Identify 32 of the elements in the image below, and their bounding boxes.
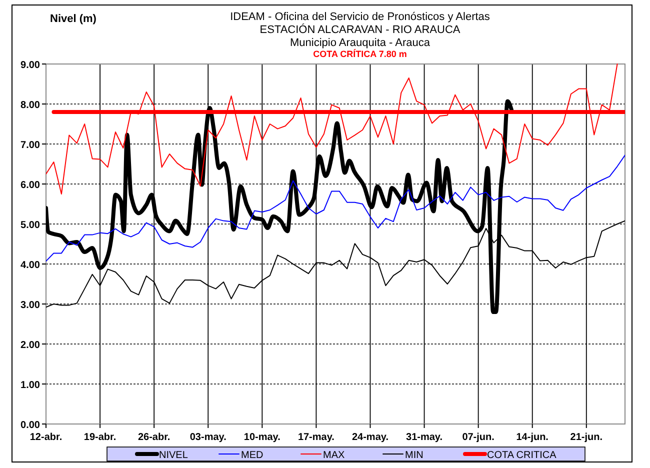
x-tick-label: 12-abr. <box>30 432 62 443</box>
x-tick-label: 17-may. <box>298 432 335 443</box>
chart-subtitle: ESTACIÓN ALCARAVAN - RIO ARAUCA <box>260 23 461 36</box>
legend-label: MAX <box>323 450 345 461</box>
legend-label: COTA CRITICA <box>487 450 557 461</box>
chart-title: IDEAM - Oficina del Servicio de Pronósticos y Alertas <box>230 11 490 23</box>
x-tick-label: 24-may. <box>352 432 389 443</box>
x-tick-label: 21-jun. <box>570 432 603 443</box>
x-tick-label: 07-jun. <box>462 432 495 443</box>
legend-label: MED <box>241 450 264 461</box>
y-tick-label: 6.00 <box>20 180 40 191</box>
y-tick-label: 3.00 <box>20 300 40 311</box>
y-tick-label: 4.00 <box>20 260 40 271</box>
y-tick-label: 8.00 <box>20 100 40 111</box>
y-tick-label: 7.00 <box>20 140 40 151</box>
legend-label: NIVEL <box>159 450 188 461</box>
y-tick-label: 9.00 <box>20 60 40 71</box>
legend-label: MIN <box>405 450 424 461</box>
x-tick-label: 26-abr. <box>138 432 170 443</box>
y-tick-label: 5.00 <box>20 220 40 231</box>
x-tick-label: 31-may. <box>406 432 443 443</box>
line-series <box>46 154 625 262</box>
y-tick-label: 1.00 <box>20 380 40 391</box>
y-tick-label: 0.00 <box>20 420 40 431</box>
x-tick-label: 14-jun. <box>516 432 549 443</box>
y-tick-label: 2.00 <box>20 340 40 351</box>
y-axis-title: Nivel (m) <box>50 13 97 25</box>
x-tick-label: 03-may. <box>190 432 227 443</box>
text: Municipio Arauquita - Arauca <box>290 37 431 49</box>
text: COTA CRÍTICA 7.80 m <box>313 49 407 59</box>
x-tick-label: 10-may. <box>244 432 281 443</box>
x-tick-label: 19-abr. <box>84 432 116 443</box>
